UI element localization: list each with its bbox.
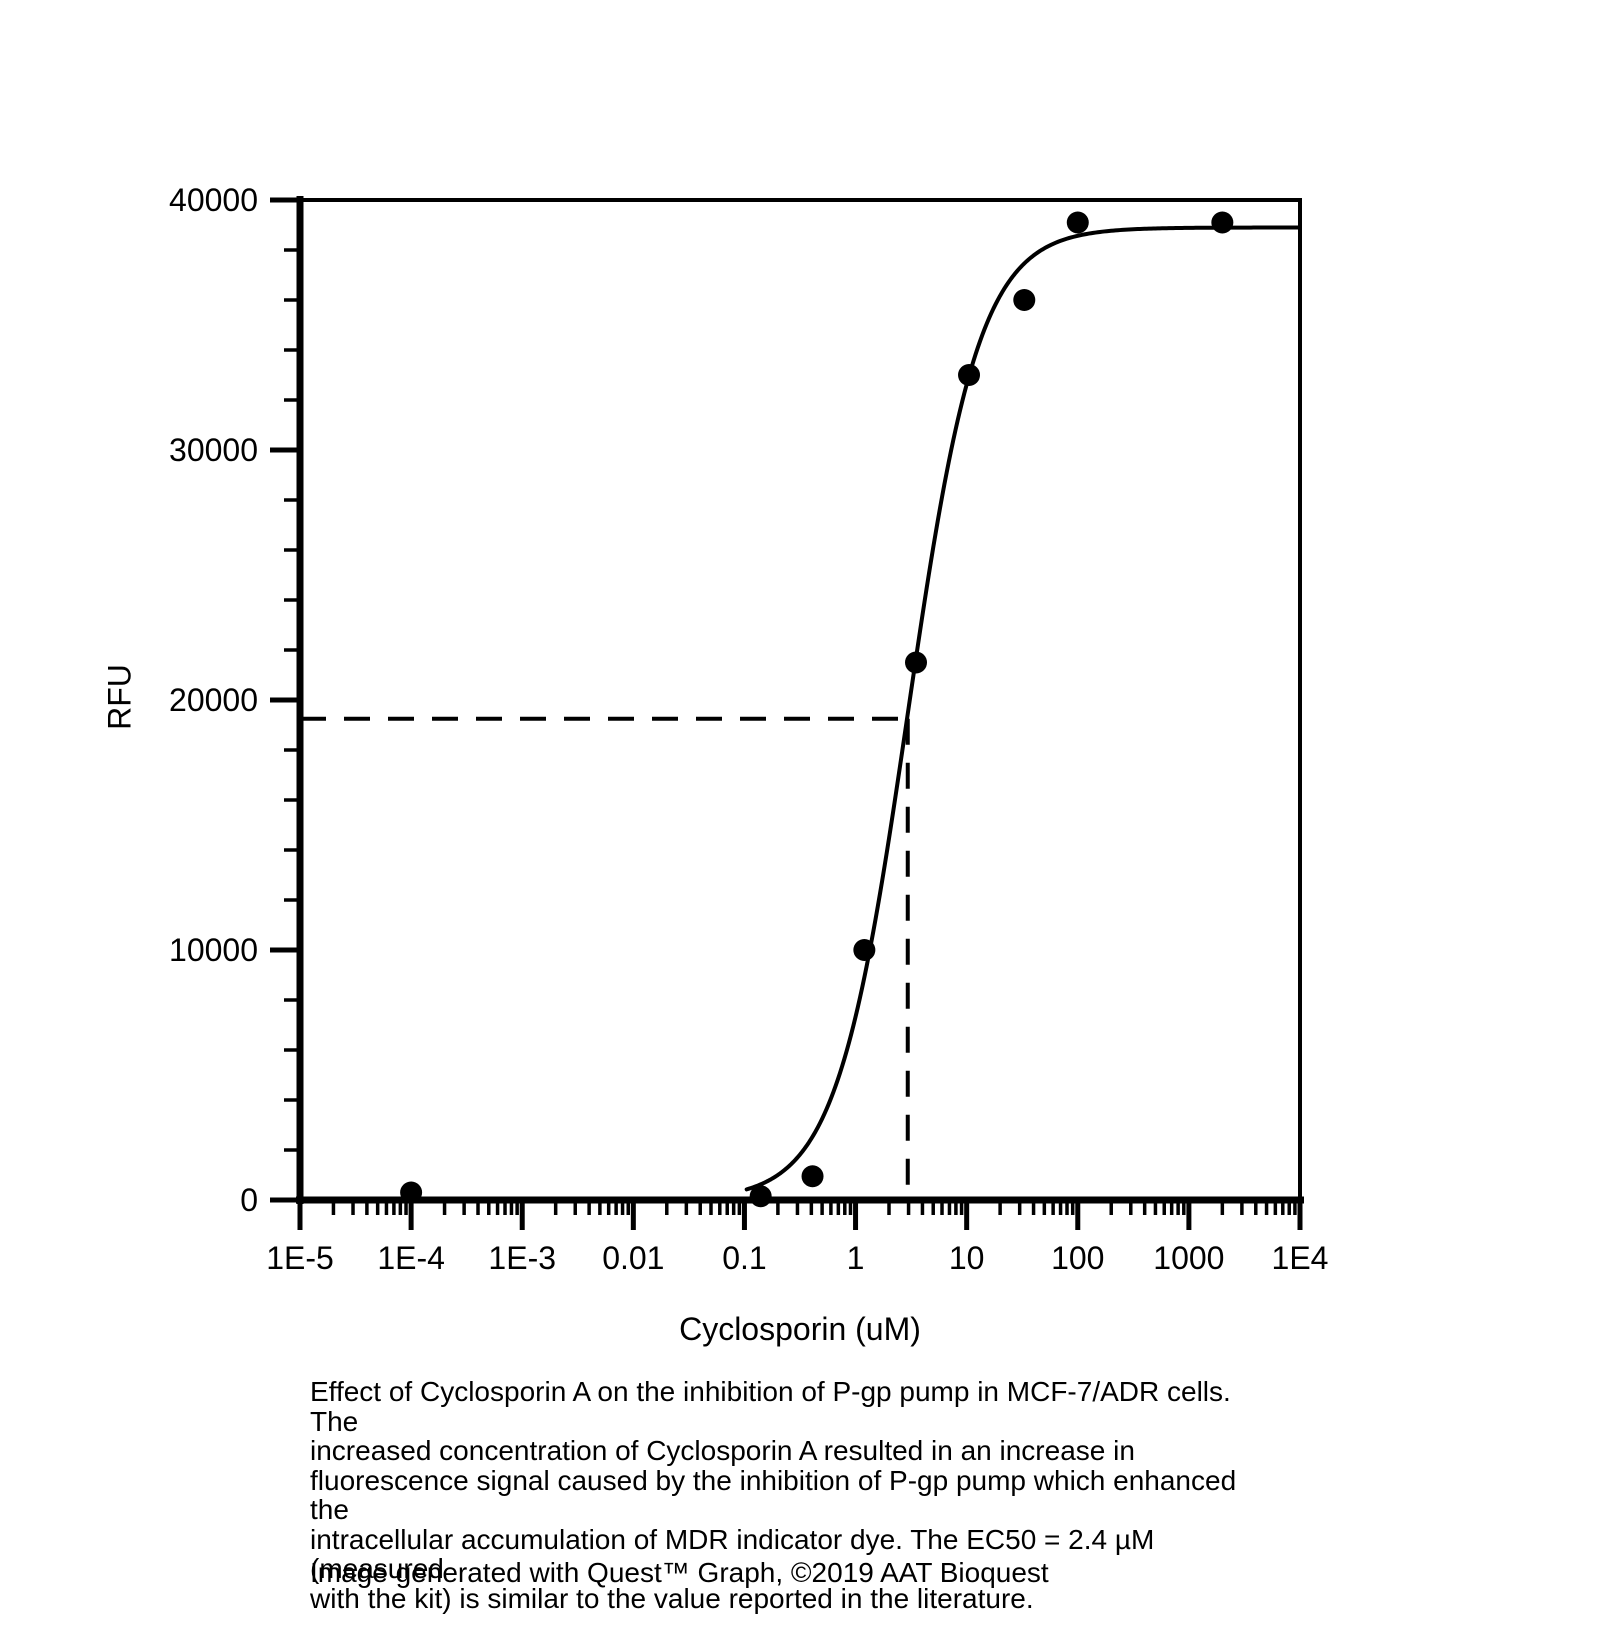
x-tick-label: 0.01 (602, 1240, 664, 1276)
data-point (1211, 211, 1234, 234)
y-tick-label: 10000 (169, 932, 258, 968)
data-point (749, 1185, 772, 1208)
data-point (905, 651, 928, 674)
data-point (853, 939, 876, 961)
y-tick-label: 40000 (169, 182, 258, 218)
x-axis-title: Cyclosporin (uM) (679, 1311, 921, 1347)
y-tick-label: 30000 (169, 432, 258, 468)
x-tick-label: 100 (1051, 1240, 1104, 1276)
data-point (400, 1181, 423, 1204)
y-axis-title: RFU (101, 664, 138, 730)
x-tick-label: 1 (847, 1240, 865, 1276)
data-point (1013, 289, 1036, 311)
data-point (801, 1165, 824, 1188)
x-tick-label: 1E-3 (488, 1240, 556, 1276)
plot-border (298, 198, 1302, 1202)
y-tick-label: 0 (240, 1182, 258, 1218)
data-point (1066, 211, 1089, 234)
x-tick-label: 1E-4 (377, 1240, 445, 1276)
y-tick-label: 20000 (169, 682, 258, 718)
x-tick-label: 1000 (1153, 1240, 1224, 1276)
credit-line: Image generated with Quest™ Graph, ©2019… (310, 1557, 1049, 1588)
caption-line: with the kit) is similar to the value re… (310, 1582, 1034, 1614)
x-tick-label: 1E4 (1272, 1240, 1329, 1276)
x-tick-label: 0.1 (722, 1240, 766, 1276)
caption-line: fluorescence signal caused by the inhibi… (310, 1464, 1237, 1525)
caption-line: increased concentration of Cyclosporin A… (310, 1435, 1135, 1466)
data-point (958, 364, 981, 386)
caption-line: Effect of Cyclosporin A on the inhibitio… (310, 1376, 1231, 1437)
fit-curve (744, 225, 1302, 1192)
caption-line: intracellular accumulation of MDR indica… (310, 1523, 1155, 1584)
figure-caption: Effect of Cyclosporin A on the inhibitio… (310, 1377, 1270, 1613)
x-tick-label: 10 (949, 1240, 985, 1276)
x-tick-label: 1E-5 (266, 1240, 334, 1276)
